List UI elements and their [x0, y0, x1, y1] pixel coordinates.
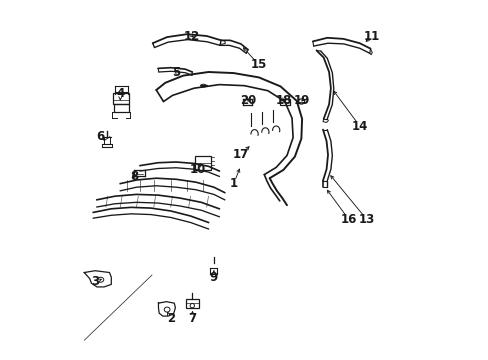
Text: 5: 5 — [172, 66, 180, 78]
Text: 17: 17 — [232, 148, 248, 161]
Text: 13: 13 — [358, 213, 374, 226]
Text: 19: 19 — [293, 94, 310, 107]
Text: 20: 20 — [240, 94, 256, 107]
Bar — [195, 156, 211, 170]
Text: 7: 7 — [188, 312, 196, 325]
Text: 2: 2 — [166, 312, 174, 325]
Text: 15: 15 — [250, 58, 266, 71]
Text: 3: 3 — [91, 275, 99, 288]
Text: 4: 4 — [116, 87, 124, 100]
Text: 14: 14 — [351, 120, 367, 132]
Bar — [113, 93, 129, 104]
Text: 10: 10 — [189, 163, 205, 176]
Text: 1: 1 — [229, 177, 237, 190]
Text: 11: 11 — [364, 30, 380, 42]
Text: 18: 18 — [275, 94, 292, 107]
Text: 16: 16 — [340, 213, 356, 226]
Text: 12: 12 — [184, 30, 200, 42]
Text: 9: 9 — [209, 271, 218, 284]
Bar — [280, 99, 289, 105]
Bar — [185, 299, 199, 308]
Bar — [114, 104, 128, 112]
Text: 6: 6 — [96, 130, 104, 143]
Text: 8: 8 — [130, 170, 139, 183]
